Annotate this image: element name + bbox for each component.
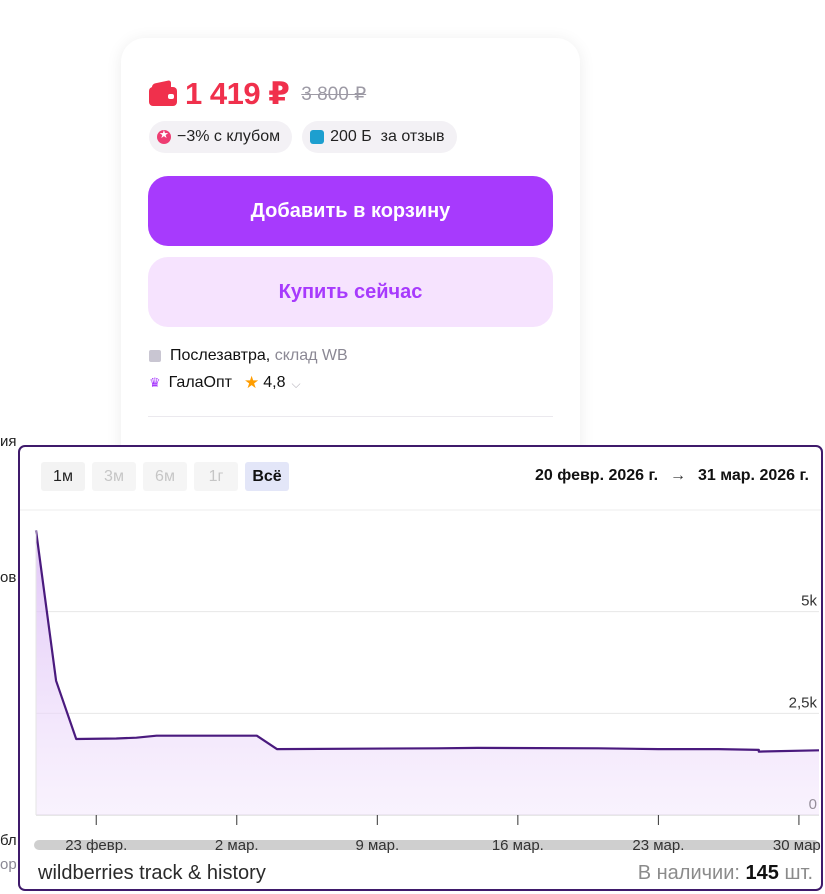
review-bonus-text: 200 Б за отзыв [330, 128, 445, 145]
stock-value: 145 [745, 862, 779, 884]
x-tick-label: 23 февр. [65, 837, 127, 854]
review-bonus-badge[interactable]: 200 Б за отзыв [302, 121, 457, 153]
range-all[interactable]: Всё [245, 462, 289, 491]
series-area [36, 530, 819, 815]
left-fragment-4: бл [0, 832, 17, 849]
buy-now-button[interactable]: Купить сейчас [148, 257, 553, 327]
badges: −3% с клубом 200 Б за отзыв [149, 121, 457, 153]
wallet-bonus-icon [310, 130, 325, 144]
seller-name[interactable]: ГалаОпт [168, 374, 232, 391]
x-scrollbar [34, 840, 819, 850]
club-star-icon [157, 128, 171, 144]
x-tick-label: 2 мар. [215, 837, 259, 854]
delivery-warehouse: склад WB [274, 347, 348, 364]
price-row: 1 419 ₽ 3 800 ₽ [149, 76, 366, 112]
date-to: 31 мар. 2026 г. [698, 467, 809, 484]
x-tick-label: 16 мар. [492, 837, 544, 854]
seller-rating: 4,8 [263, 374, 286, 391]
club-discount-badge[interactable]: −3% с клубом [149, 121, 293, 153]
price-current: 1 419 ₽ [185, 76, 290, 111]
seller-row[interactable]: ♛ ГалаОпт ★ 4,8 ⌵ [149, 373, 301, 393]
chevron-down-icon[interactable]: ⌵ [291, 376, 301, 391]
add-to-cart-button[interactable]: Добавить в корзину [148, 176, 553, 246]
x-tick-label: 23 мар. [632, 837, 684, 854]
x-tick-label: 30 мар. [773, 837, 821, 854]
date-from: 20 февр. 2026 г. [535, 467, 659, 484]
stock-label: В наличии: [637, 862, 740, 884]
x-tick-label: 9 мар. [355, 837, 399, 854]
widget-title: wildberries track & history [38, 862, 266, 884]
stock-info: В наличии: 145 шт. [638, 862, 813, 885]
star-icon: ★ [244, 373, 260, 392]
left-fragment-1: ия [0, 433, 17, 450]
box-icon [149, 350, 161, 362]
stock-unit: шт. [784, 862, 813, 884]
y-tick-label: 2,5k [789, 694, 818, 711]
delivery-when: Послезавтра, [170, 347, 271, 364]
price-old: 3 800 ₽ [301, 83, 367, 105]
range-1y[interactable]: 1г [194, 462, 238, 491]
club-discount-text: −3% с клубом [177, 128, 281, 145]
range-selector: 1м 3м 6м 1г Всё [41, 462, 289, 491]
delivery-info: Послезавтра, склад WB [149, 347, 348, 365]
range-6m[interactable]: 6м [143, 462, 187, 491]
y-tick-label: 5k [801, 593, 817, 610]
range-3m[interactable]: 3м [92, 462, 136, 491]
left-fragment-5: ор [0, 856, 17, 873]
series-line [34, 530, 820, 753]
price-history-widget: 1м 3м 6м 1г Всё 20 февр. 2026 г. → 31 ма… [18, 445, 823, 891]
date-range: 20 февр. 2026 г. → 31 мар. 2026 г. [535, 467, 809, 485]
wallet-icon [149, 79, 177, 106]
crown-icon: ♛ [149, 375, 161, 390]
range-1m[interactable]: 1м [41, 462, 85, 491]
left-fragment-2: ов [0, 569, 17, 586]
arrow-right-icon: → [670, 467, 687, 484]
divider [148, 416, 553, 417]
